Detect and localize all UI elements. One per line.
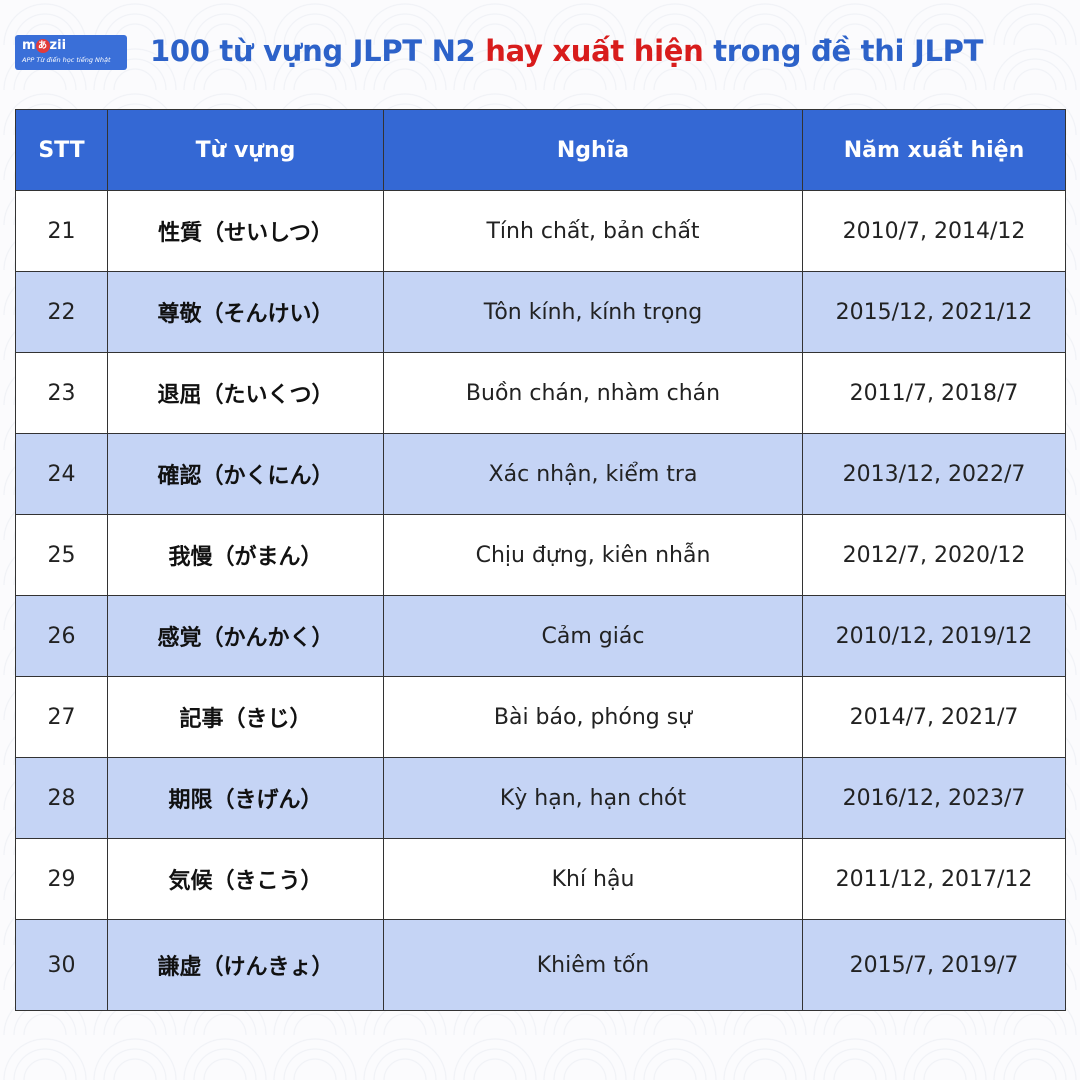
cell-word: 感覚（かんかく）	[107, 595, 384, 677]
cell-meaning: Chịu đựng, kiên nhẫn	[383, 514, 803, 596]
header-years: Năm xuất hiện	[802, 109, 1066, 191]
mazii-logo: m あ zii APP Từ điển học tiếng Nhật	[15, 35, 127, 70]
cell-years: 2015/12, 2021/12	[802, 271, 1066, 353]
table-row: 30 謙虚（けんきょ） Khiêm tốn 2015/7, 2019/7	[15, 919, 1066, 1011]
cell-stt: 27	[15, 676, 108, 758]
cell-meaning: Cảm giác	[383, 595, 803, 677]
table-row: 28 期限（きげん） Kỳ hạn, hạn chót 2016/12, 2023/7	[15, 757, 1066, 839]
cell-word: 気候（きこう）	[107, 838, 384, 920]
cell-word: 期限（きげん）	[107, 757, 384, 839]
logo-a-icon: あ	[35, 38, 50, 53]
header-meaning: Nghĩa	[383, 109, 803, 191]
title-part2: trong đề thi JLPT	[703, 34, 984, 68]
table-row: 25 我慢（がまん） Chịu đựng, kiên nhẫn 2012/7, 202…	[15, 514, 1066, 596]
table-row: 22 尊敬（そんけい） Tôn kính, kính trọng 2015/12, 2…	[15, 271, 1066, 353]
cell-word: 退屈（たいくつ）	[107, 352, 384, 434]
cell-years: 2011/12, 2017/12	[802, 838, 1066, 920]
logo-tagline: APP Từ điển học tiếng Nhật	[22, 56, 111, 64]
table-row: 27 記事（きじ） Bài báo, phóng sự 2014/7, 2021/7	[15, 676, 1066, 758]
cell-meaning: Kỳ hạn, hạn chót	[383, 757, 803, 839]
cell-meaning: Khí hậu	[383, 838, 803, 920]
table-row: 23 退屈（たいくつ） Buồn chán, nhàm chán 2011/7, 20…	[15, 352, 1066, 434]
cell-years: 2015/7, 2019/7	[802, 919, 1066, 1011]
cell-years: 2014/7, 2021/7	[802, 676, 1066, 758]
cell-meaning: Khiêm tốn	[383, 919, 803, 1011]
cell-word: 性質（せいしつ）	[107, 190, 384, 272]
cell-meaning: Xác nhận, kiểm tra	[383, 433, 803, 515]
table-row: 21 性質（せいしつ） Tính chất, bản chất 2010/7, 201…	[15, 190, 1066, 272]
cell-years: 2016/12, 2023/7	[802, 757, 1066, 839]
cell-meaning: Bài báo, phóng sự	[383, 676, 803, 758]
cell-stt: 24	[15, 433, 108, 515]
title-part1: 100 từ vựng JLPT N2	[150, 34, 486, 68]
cell-stt: 29	[15, 838, 108, 920]
cell-word: 我慢（がまん）	[107, 514, 384, 596]
cell-stt: 28	[15, 757, 108, 839]
cell-years: 2012/7, 2020/12	[802, 514, 1066, 596]
table-row: 26 感覚（かんかく） Cảm giác 2010/12, 2019/12	[15, 595, 1066, 677]
cell-word: 謙虚（けんきょ）	[107, 919, 384, 1011]
logo-brand: m あ zii	[22, 38, 66, 53]
cell-word: 尊敬（そんけい）	[107, 271, 384, 353]
table-row: 24 確認（かくにん） Xác nhận, kiểm tra 2013/12, 202…	[15, 433, 1066, 515]
title-highlight: hay xuất hiện	[485, 34, 704, 68]
page-title: 100 từ vựng JLPT N2 hay xuất hiện trong …	[150, 34, 983, 68]
cell-meaning: Tính chất, bản chất	[383, 190, 803, 272]
cell-years: 2010/7, 2014/12	[802, 190, 1066, 272]
cell-stt: 23	[15, 352, 108, 434]
cell-stt: 30	[15, 919, 108, 1011]
cell-word: 記事（きじ）	[107, 676, 384, 758]
cell-stt: 21	[15, 190, 108, 272]
cell-meaning: Buồn chán, nhàm chán	[383, 352, 803, 434]
table-row: 29 気候（きこう） Khí hậu 2011/12, 2017/12	[15, 838, 1066, 920]
vocab-table: STT Từ vựng Nghĩa Năm xuất hiện 21 性質（せいし…	[15, 109, 1066, 1011]
logo-zii: zii	[49, 38, 67, 53]
cell-stt: 25	[15, 514, 108, 596]
cell-stt: 26	[15, 595, 108, 677]
cell-years: 2010/12, 2019/12	[802, 595, 1066, 677]
header-stt: STT	[15, 109, 108, 191]
cell-years: 2011/7, 2018/7	[802, 352, 1066, 434]
table-header: STT Từ vựng Nghĩa Năm xuất hiện	[15, 109, 1066, 191]
cell-years: 2013/12, 2022/7	[802, 433, 1066, 515]
cell-meaning: Tôn kính, kính trọng	[383, 271, 803, 353]
cell-stt: 22	[15, 271, 108, 353]
logo-m: m	[22, 38, 36, 53]
cell-word: 確認（かくにん）	[107, 433, 384, 515]
header-word: Từ vựng	[107, 109, 384, 191]
